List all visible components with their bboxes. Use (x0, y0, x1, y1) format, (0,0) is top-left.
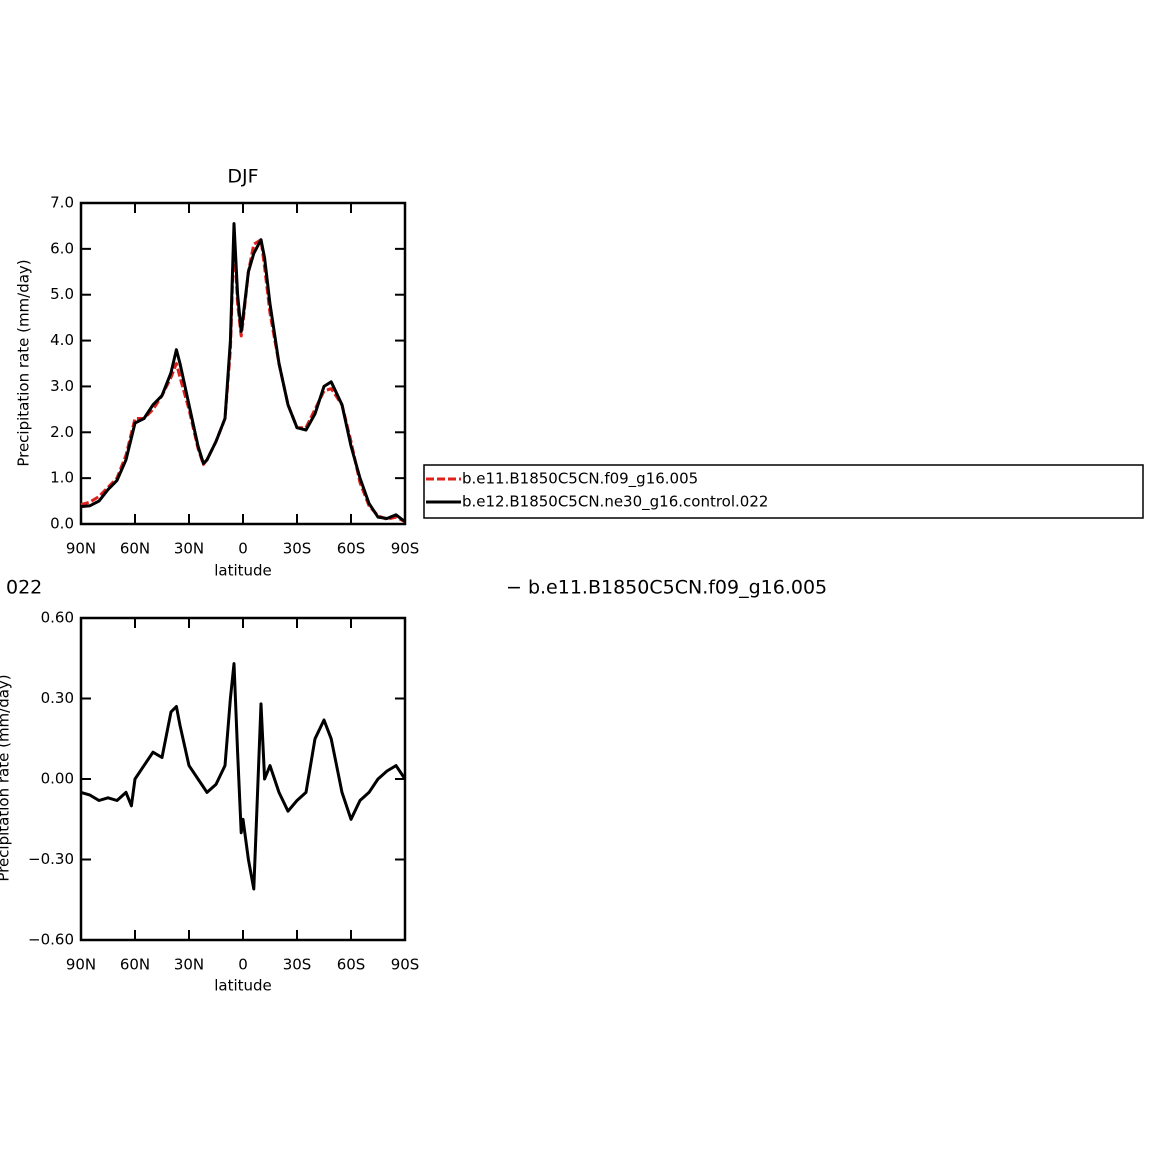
legend-label: b.e11.B1850C5CN.f09_g16.005 (462, 470, 698, 489)
x-tick-label: 90N (66, 956, 96, 974)
y-tick-label: 5.0 (50, 285, 74, 303)
x-tick-label: 60N (120, 956, 150, 974)
y-tick-label: 6.0 (50, 239, 74, 257)
x-tick-label: 30N (174, 540, 204, 558)
y-tick-label: 7.0 (50, 194, 74, 212)
x-tick-label: 90S (391, 956, 420, 974)
x-tick-label: 60S (337, 956, 366, 974)
x-tick-label: 0 (238, 956, 248, 974)
chart-title: DJF (227, 166, 258, 188)
x-tick-label: 90S (391, 540, 420, 558)
y-tick-label: 1.0 (50, 469, 74, 487)
x-axis-label: latitude (214, 562, 272, 580)
annotation: 022 (6, 577, 42, 599)
y-tick-label: −0.30 (28, 850, 74, 868)
x-tick-label: 30S (283, 540, 312, 558)
data-line (80, 662, 407, 891)
y-axis-label: Precipitation rate (mm/day) (15, 259, 33, 466)
x-axis-label: latitude (214, 977, 272, 995)
legend-box (423, 464, 1144, 519)
y-tick-label: 3.0 (50, 377, 74, 395)
legend-label: b.e12.B1850C5CN.ne30_g16.control.022 (462, 493, 768, 512)
y-tick-label: 0.60 (41, 609, 74, 627)
clipped-label: Precipitation rate (mm/day) (0, 674, 13, 881)
x-tick-label: 60N (120, 540, 150, 558)
y-tick-label: 4.0 (50, 331, 74, 349)
y-tick-label: −0.60 (28, 931, 74, 949)
y-tick-label: 2.0 (50, 423, 74, 441)
x-tick-label: 30N (174, 956, 204, 974)
y-tick-label: 0.30 (41, 689, 74, 707)
data-line (80, 222, 406, 523)
x-tick-label: 0 (238, 540, 248, 558)
x-tick-label: 60S (337, 540, 366, 558)
x-tick-label: 30S (283, 956, 312, 974)
y-tick-label: 0.0 (50, 515, 74, 533)
x-tick-label: 90N (66, 540, 96, 558)
annotation: − b.e11.B1850C5CN.f09_g16.005 (506, 577, 827, 599)
y-axis-label: Precipitation rate (mm/day) (0, 674, 13, 881)
y-tick-label: 0.00 (41, 770, 74, 788)
